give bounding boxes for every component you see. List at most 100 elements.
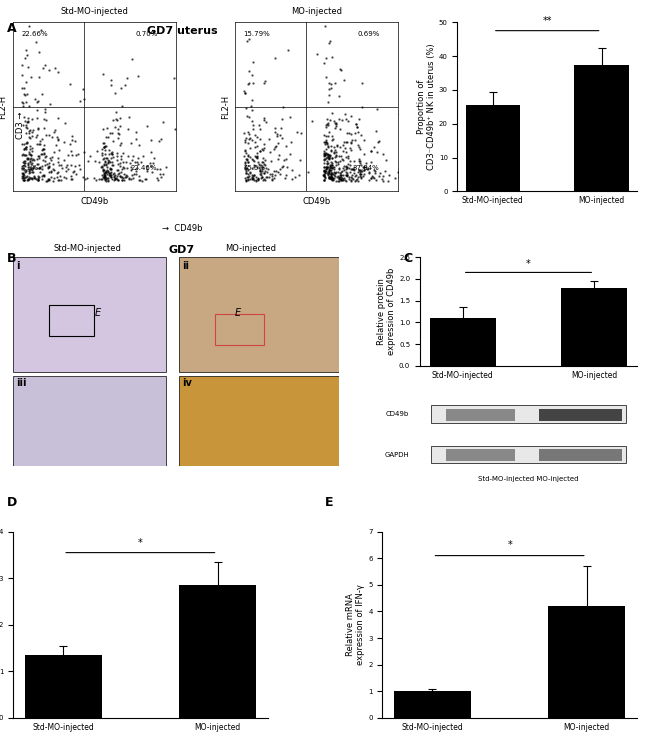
Point bbox=[21, 175, 32, 186]
Point bbox=[318, 161, 329, 173]
Point bbox=[319, 149, 330, 161]
Point bbox=[337, 175, 348, 186]
Point bbox=[258, 161, 268, 172]
Point bbox=[326, 144, 336, 156]
Point bbox=[118, 162, 129, 174]
Point bbox=[259, 138, 269, 149]
Point bbox=[417, 137, 428, 149]
Point bbox=[21, 152, 32, 164]
Point bbox=[18, 171, 28, 183]
Point bbox=[102, 164, 112, 175]
Point bbox=[318, 161, 329, 172]
Point bbox=[335, 169, 346, 181]
Point bbox=[32, 129, 43, 141]
Point bbox=[331, 117, 341, 129]
Point bbox=[369, 141, 380, 153]
Point bbox=[326, 78, 337, 90]
Point bbox=[37, 62, 47, 74]
Point bbox=[254, 158, 264, 169]
Point bbox=[353, 175, 363, 186]
Point bbox=[259, 78, 269, 90]
Point bbox=[99, 141, 109, 152]
Point bbox=[96, 144, 107, 155]
Text: 4.1%: 4.1% bbox=[21, 165, 39, 171]
Point bbox=[325, 161, 335, 172]
Point bbox=[25, 143, 36, 155]
Point bbox=[22, 122, 32, 134]
Point bbox=[339, 74, 349, 86]
Point bbox=[125, 161, 136, 173]
Point bbox=[353, 139, 363, 151]
Point bbox=[255, 165, 265, 177]
Point bbox=[242, 174, 253, 186]
Point bbox=[28, 166, 38, 178]
Point bbox=[338, 173, 348, 185]
Point bbox=[44, 157, 54, 169]
Point bbox=[244, 167, 255, 179]
Point bbox=[26, 172, 36, 184]
Point bbox=[239, 127, 250, 138]
Point bbox=[250, 130, 260, 141]
Point bbox=[335, 64, 345, 75]
Point bbox=[344, 162, 354, 174]
Point bbox=[326, 166, 336, 178]
Point bbox=[68, 166, 78, 178]
Point bbox=[281, 169, 292, 181]
Point bbox=[333, 175, 343, 186]
Point bbox=[335, 171, 345, 183]
Point bbox=[105, 162, 115, 174]
Point bbox=[302, 166, 313, 178]
Point bbox=[246, 174, 257, 186]
Point bbox=[116, 82, 126, 94]
Point bbox=[248, 56, 258, 68]
Point bbox=[322, 168, 333, 180]
Point bbox=[330, 151, 341, 163]
Point bbox=[277, 132, 287, 144]
Point bbox=[24, 171, 34, 183]
Point bbox=[333, 169, 343, 181]
Point bbox=[27, 143, 37, 155]
Point bbox=[100, 141, 110, 152]
Point bbox=[320, 152, 331, 164]
Point bbox=[109, 175, 119, 186]
Point bbox=[99, 174, 110, 186]
Point bbox=[244, 170, 254, 182]
Point bbox=[349, 164, 359, 175]
Point bbox=[18, 148, 28, 160]
Point bbox=[295, 154, 306, 166]
Point bbox=[338, 174, 348, 186]
Point bbox=[36, 170, 47, 182]
Point bbox=[242, 149, 253, 161]
Point bbox=[359, 148, 369, 160]
Point bbox=[18, 169, 29, 181]
Point bbox=[276, 122, 286, 134]
Point bbox=[22, 116, 32, 128]
Point bbox=[354, 141, 365, 153]
Point bbox=[45, 152, 55, 164]
Point bbox=[361, 158, 371, 169]
Point bbox=[25, 163, 35, 175]
Point bbox=[252, 174, 263, 186]
Point bbox=[21, 164, 32, 176]
Point bbox=[319, 165, 330, 177]
Point bbox=[320, 172, 330, 184]
Point bbox=[38, 169, 49, 181]
Point bbox=[111, 107, 121, 118]
Point bbox=[352, 121, 363, 133]
Point bbox=[22, 173, 32, 185]
Point bbox=[50, 61, 60, 73]
Point bbox=[240, 175, 251, 186]
Point bbox=[66, 145, 76, 157]
Point bbox=[244, 132, 255, 144]
Point bbox=[272, 130, 282, 142]
Point bbox=[126, 53, 136, 65]
Point bbox=[355, 157, 365, 169]
Point bbox=[337, 152, 348, 164]
Point bbox=[79, 147, 89, 158]
Point bbox=[272, 128, 282, 140]
Point bbox=[248, 155, 259, 166]
Point bbox=[351, 118, 361, 130]
Point bbox=[257, 152, 268, 164]
Point bbox=[341, 146, 352, 158]
Point bbox=[326, 169, 336, 181]
